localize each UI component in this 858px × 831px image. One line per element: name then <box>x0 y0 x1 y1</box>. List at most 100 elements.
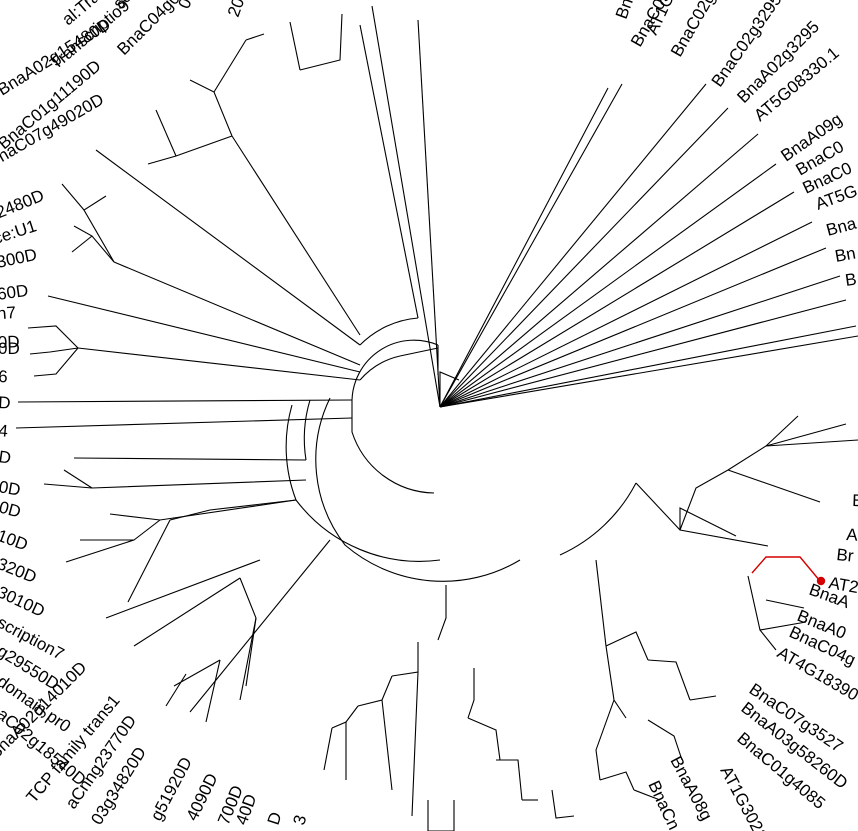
branch <box>467 717 501 761</box>
leaf-label: AT2 <box>827 573 858 597</box>
branch <box>679 507 737 537</box>
leaf-label: 10D <box>0 526 30 555</box>
branch <box>439 325 857 408</box>
branch <box>439 247 827 408</box>
branch <box>165 673 187 707</box>
branch <box>80 519 161 541</box>
branch <box>127 519 171 603</box>
branch <box>496 759 523 801</box>
branch <box>17 399 353 403</box>
leaf-label: 320D <box>0 554 39 587</box>
leaf-label: 0D <box>0 498 23 522</box>
branch <box>439 191 795 408</box>
branch <box>71 235 93 253</box>
highlighted-branch <box>751 556 821 582</box>
branch <box>689 695 717 701</box>
branch <box>633 789 661 801</box>
branch <box>439 133 759 408</box>
branch <box>357 675 393 707</box>
branch <box>467 668 475 719</box>
branch <box>83 195 115 263</box>
branch <box>359 355 401 381</box>
leaf-label: 0D <box>0 332 20 352</box>
branch <box>605 631 649 661</box>
highlighted-leaf-node <box>816 576 826 586</box>
branch <box>595 559 607 647</box>
leaf-label: B <box>844 270 858 290</box>
branch <box>77 347 361 381</box>
branch <box>765 423 847 447</box>
branch <box>559 482 637 556</box>
branch <box>439 83 707 408</box>
branch <box>647 659 691 701</box>
branch <box>439 335 858 408</box>
branch <box>399 347 439 357</box>
branch <box>61 183 85 211</box>
leaf-label: 4 <box>0 421 9 441</box>
branch <box>27 325 79 349</box>
leaf-label: 3 <box>290 813 311 827</box>
leaf-label: Bn <box>833 244 857 266</box>
leaf-label: Br <box>836 545 855 566</box>
branch <box>439 107 729 408</box>
leaf-label: B <box>852 491 858 510</box>
branch <box>147 135 233 165</box>
branch <box>595 699 615 781</box>
branch <box>439 371 460 407</box>
leaf-label: D <box>0 447 12 468</box>
branch <box>15 417 353 429</box>
branch <box>95 149 361 346</box>
branch <box>437 585 447 641</box>
branch <box>647 719 683 761</box>
branches <box>15 5 858 831</box>
branch <box>439 83 623 408</box>
leaf-label: 0D <box>0 477 22 499</box>
branch <box>289 21 301 71</box>
branch <box>299 13 343 71</box>
branch <box>439 87 609 408</box>
leaf-label: 20D <box>224 0 253 19</box>
branch <box>391 642 419 677</box>
branch <box>239 577 257 701</box>
branch <box>331 705 359 729</box>
leaf-label: AT1G30210 <box>716 763 775 831</box>
leaf-label: Bna <box>612 0 640 21</box>
leaf-label: 00900D <box>174 0 216 12</box>
branch <box>417 19 441 408</box>
branch <box>439 299 847 408</box>
leaf-label: on7 <box>0 303 17 324</box>
leaf-label: D <box>0 393 11 413</box>
branch <box>599 771 635 791</box>
leaf-label: 6 <box>0 367 8 386</box>
branch <box>113 261 361 366</box>
branch <box>213 39 247 93</box>
branch <box>439 163 777 408</box>
branch <box>65 539 135 563</box>
branch <box>635 482 769 547</box>
branch <box>105 559 261 619</box>
branch <box>727 469 821 503</box>
branch <box>303 399 311 461</box>
leaf-label: BnaC02g41 <box>667 0 728 60</box>
branch <box>73 225 115 263</box>
branch <box>605 645 627 719</box>
branch <box>189 79 233 137</box>
branch <box>245 617 257 687</box>
branch <box>323 727 333 771</box>
leaf-label: A <box>846 525 858 545</box>
leaf-label: 0D <box>0 339 20 358</box>
branch <box>33 347 79 377</box>
branch <box>315 397 521 582</box>
branch <box>359 24 419 319</box>
branch <box>133 577 241 647</box>
branch <box>759 629 777 651</box>
branch <box>551 789 575 819</box>
branch <box>231 135 361 336</box>
branch <box>381 699 393 791</box>
branch <box>29 347 79 355</box>
branch <box>285 404 441 562</box>
branch <box>439 275 841 408</box>
branch <box>359 317 419 346</box>
